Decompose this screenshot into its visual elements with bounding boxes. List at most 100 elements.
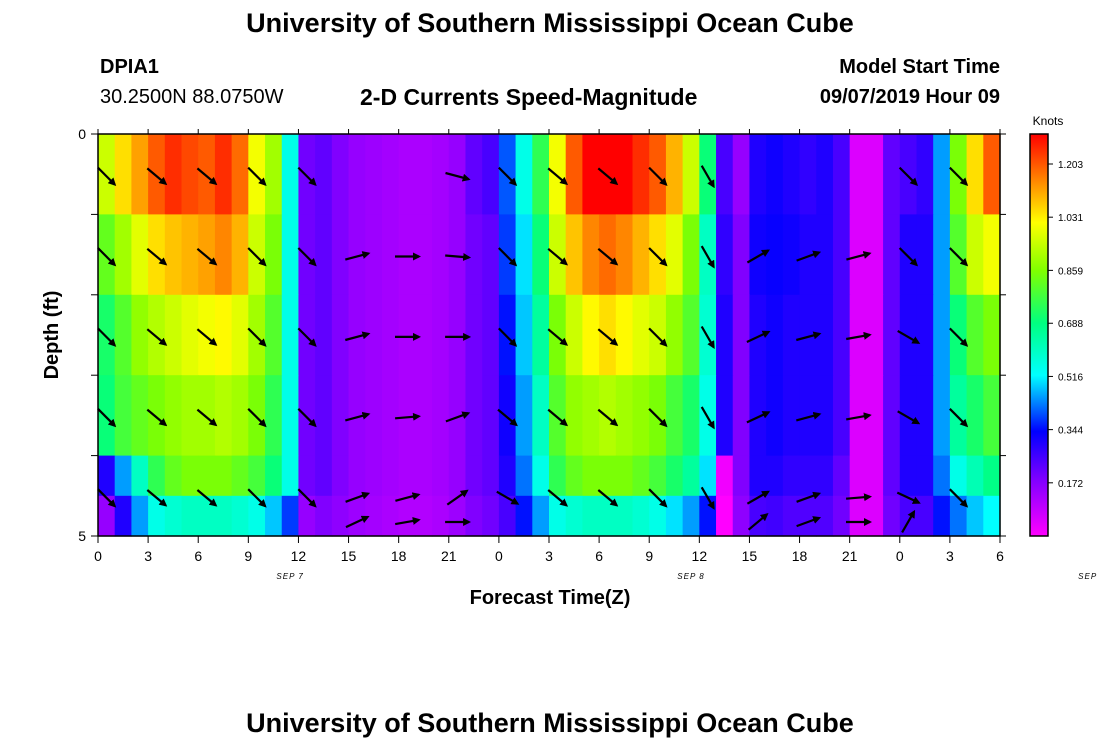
heatmap-cell bbox=[799, 214, 817, 296]
heatmap-cell bbox=[248, 495, 266, 537]
heatmap-cell bbox=[331, 294, 350, 376]
heatmap-cell bbox=[565, 214, 583, 296]
heatmap-cell bbox=[482, 375, 500, 457]
colorbar-gradient bbox=[1029, 133, 1049, 537]
chart-title: 2-D Currents Speed-Magnitude bbox=[360, 84, 698, 110]
current-arrow bbox=[846, 331, 872, 341]
x-tick-label: 0 bbox=[495, 548, 503, 564]
heatmap-cell bbox=[949, 455, 968, 497]
heatmap-cell bbox=[849, 455, 867, 497]
heatmap-cell bbox=[665, 134, 684, 215]
heatmap-cell bbox=[649, 214, 667, 296]
current-arrow bbox=[497, 408, 518, 427]
heatmap-cell bbox=[766, 214, 784, 296]
main-title: University of Southern Mississippi Ocean… bbox=[246, 8, 854, 38]
heatmap-cell bbox=[966, 375, 984, 457]
heatmap-cell bbox=[899, 455, 918, 497]
heatmap-cell bbox=[398, 134, 416, 215]
heatmap-cell bbox=[599, 214, 617, 296]
heatmap-cell bbox=[298, 134, 316, 215]
heatmap-cell bbox=[281, 134, 300, 215]
heatmap-cell bbox=[799, 455, 817, 497]
heatmap-cell bbox=[716, 375, 734, 457]
current-arrow bbox=[597, 328, 619, 346]
x-tick-label: 6 bbox=[996, 548, 1004, 564]
y-tick-label: 5 bbox=[78, 528, 86, 544]
current-arrow bbox=[547, 328, 569, 346]
heatmap-cell bbox=[699, 455, 717, 497]
heatmap-cell bbox=[315, 455, 333, 497]
current-arrow bbox=[796, 250, 822, 262]
heatmap-cell bbox=[832, 375, 851, 457]
heatmap-cell bbox=[849, 375, 867, 457]
heatmap-cell bbox=[365, 214, 383, 296]
heatmap-cell bbox=[615, 134, 634, 215]
heatmap-cell bbox=[281, 294, 300, 376]
heatmap-cell bbox=[532, 455, 550, 497]
current-arrow bbox=[247, 408, 267, 428]
current-arrow bbox=[700, 486, 715, 510]
heatmap-cell bbox=[432, 375, 450, 457]
current-arrow bbox=[247, 327, 267, 347]
heatmap-cell bbox=[348, 375, 366, 457]
station-id: DPIA1 bbox=[100, 56, 159, 78]
heatmap-cell bbox=[131, 134, 149, 215]
current-arrow bbox=[445, 411, 471, 423]
heatmap-cell bbox=[365, 134, 383, 215]
heatmap-cell bbox=[164, 495, 183, 537]
heatmap-cell bbox=[298, 294, 316, 376]
current-arrow bbox=[846, 412, 872, 421]
heatmap-cell bbox=[615, 214, 634, 296]
x-tick-label: 0 bbox=[896, 548, 904, 564]
heatmap-cell bbox=[749, 214, 767, 296]
x-tick-label: 3 bbox=[144, 548, 152, 564]
heatmap-cell bbox=[632, 294, 650, 376]
heatmap-cell bbox=[983, 375, 1001, 457]
heatmap-cell bbox=[214, 495, 233, 537]
heatmap-cell bbox=[732, 455, 751, 497]
heatmap-cell bbox=[482, 455, 500, 497]
current-arrows bbox=[97, 165, 969, 533]
current-arrow bbox=[496, 490, 520, 505]
heatmap-cell bbox=[716, 455, 734, 497]
heatmap-cell bbox=[198, 455, 216, 497]
y-axis-label: Depth (ft) bbox=[41, 291, 63, 380]
current-arrow bbox=[846, 251, 872, 261]
current-arrow bbox=[747, 513, 769, 531]
heatmap-cell bbox=[515, 495, 533, 537]
heatmap-cell bbox=[131, 495, 149, 537]
heatmap-cell bbox=[966, 294, 984, 376]
current-arrow bbox=[796, 331, 822, 342]
heatmap-cell bbox=[181, 134, 199, 215]
heatmap-cell bbox=[515, 455, 533, 497]
heatmap-cell bbox=[148, 134, 166, 215]
colorbar-tick-label: 0.859 bbox=[1058, 266, 1083, 277]
heatmap-cell bbox=[766, 375, 784, 457]
x-tick-label: 9 bbox=[645, 548, 653, 564]
heatmap-cell bbox=[181, 495, 199, 537]
heatmap-cell bbox=[632, 375, 650, 457]
heatmap-cell bbox=[599, 134, 617, 215]
heatmap-cell bbox=[315, 134, 333, 215]
heatmap-cell bbox=[565, 134, 583, 215]
heatmap-cell bbox=[415, 134, 433, 215]
current-arrow bbox=[395, 492, 421, 502]
heatmap-cell bbox=[665, 214, 684, 296]
heatmap-cell bbox=[782, 495, 801, 537]
heatmap-cell bbox=[716, 134, 734, 215]
current-arrow bbox=[345, 411, 371, 422]
heatmap-cell bbox=[766, 134, 784, 215]
heatmap-cell bbox=[131, 455, 149, 497]
heatmap-cell bbox=[532, 375, 550, 457]
heatmap-cell bbox=[866, 134, 884, 215]
x-tick-label: 21 bbox=[842, 548, 858, 564]
current-arrow bbox=[597, 167, 619, 186]
current-arrow bbox=[146, 408, 168, 427]
current-arrow bbox=[796, 516, 822, 528]
heatmap-cell bbox=[916, 134, 934, 215]
heatmap-cell bbox=[782, 294, 801, 376]
heatmap-cell bbox=[899, 134, 918, 215]
heatmap-cell bbox=[398, 294, 416, 376]
current-arrow bbox=[196, 408, 218, 427]
heatmap-cell bbox=[983, 294, 1001, 376]
